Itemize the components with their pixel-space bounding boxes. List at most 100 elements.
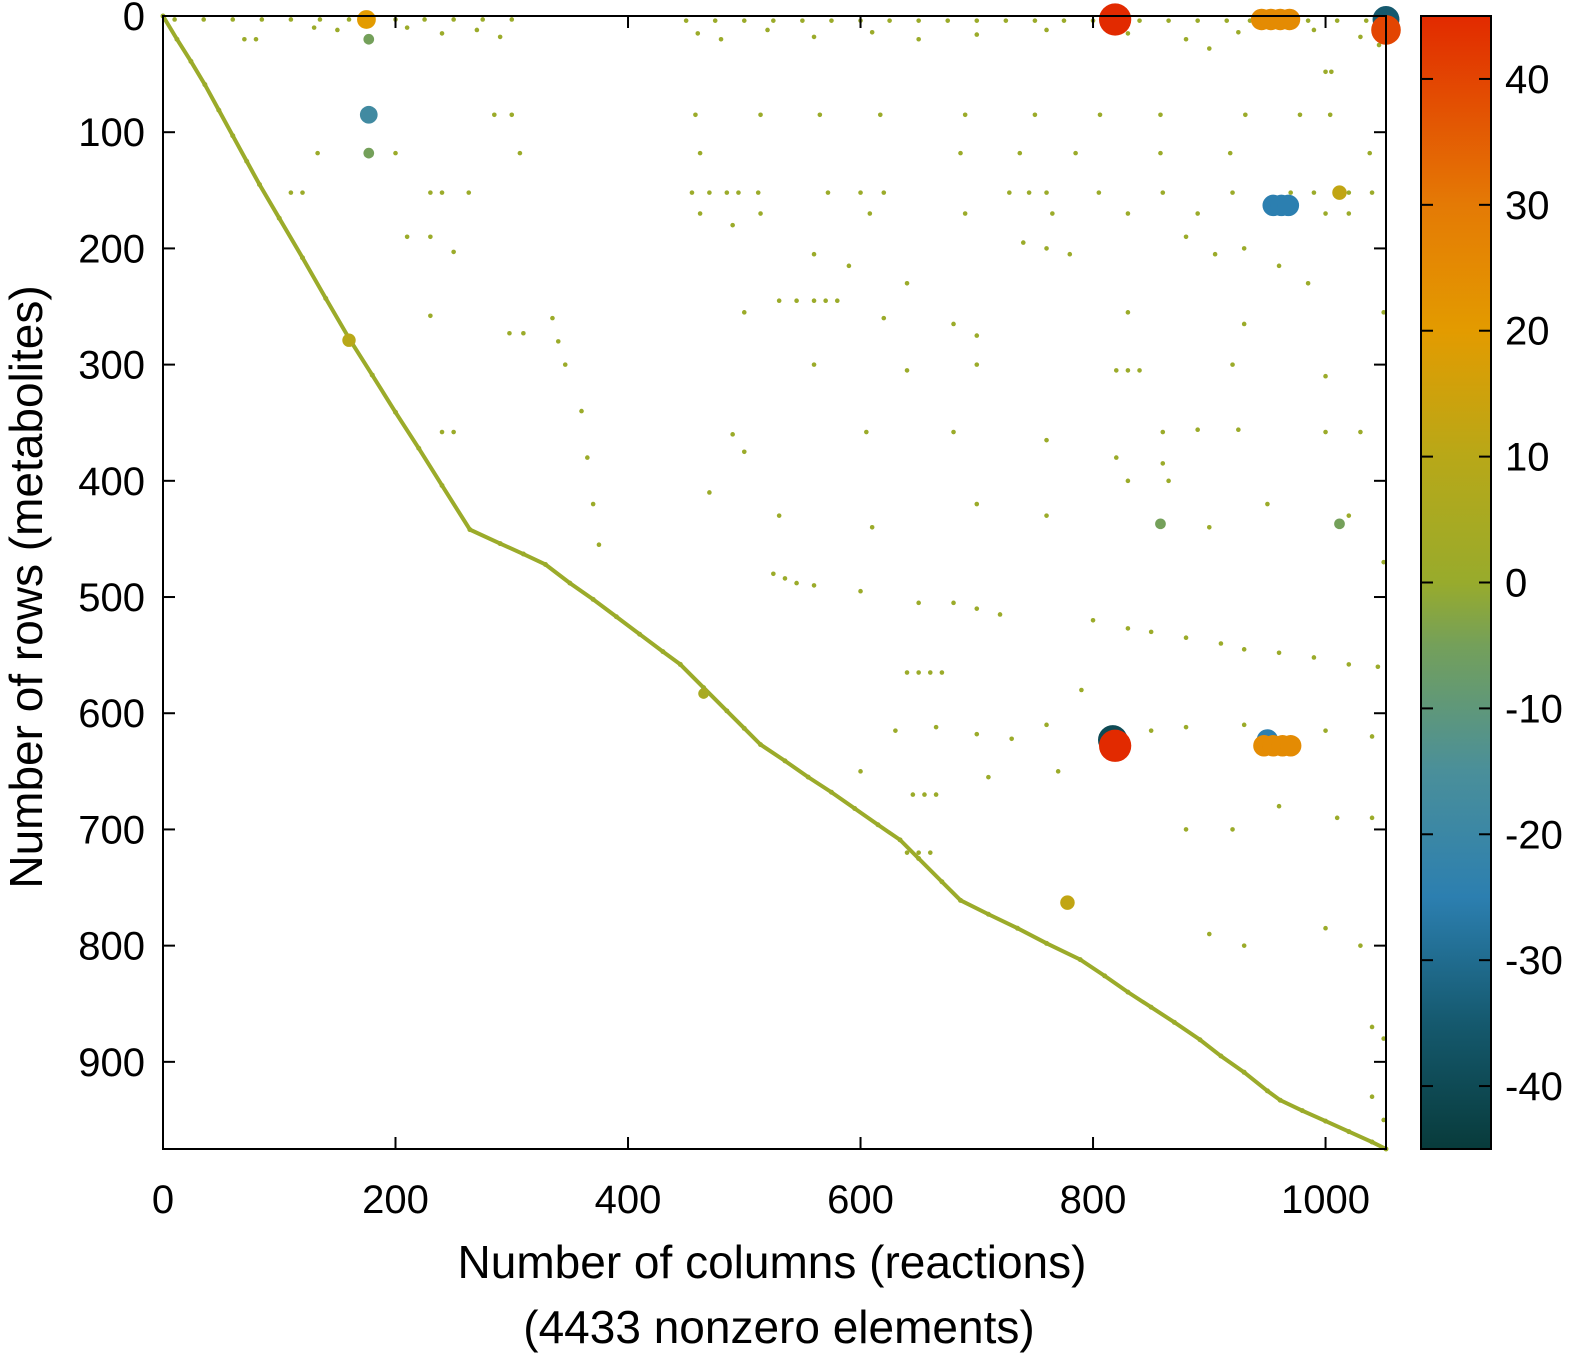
nonzero-point xyxy=(1044,246,1049,251)
nonzero-point xyxy=(916,850,921,855)
nonzero-point xyxy=(1323,728,1328,733)
y-tick-label: 200 xyxy=(78,227,145,271)
nonzero-point xyxy=(507,330,512,336)
nonzero-point xyxy=(1061,18,1067,23)
x-tick-label: 0 xyxy=(152,1178,174,1222)
nonzero-point xyxy=(811,298,817,304)
nonzero-point xyxy=(693,112,698,118)
y-tick-label: 900 xyxy=(78,1041,145,1085)
large-value-point xyxy=(357,10,376,29)
nonzero-point xyxy=(805,774,811,780)
nonzero-point xyxy=(422,17,427,22)
nonzero-point xyxy=(1346,211,1352,216)
nonzero-point xyxy=(1276,650,1282,656)
nonzero-point xyxy=(1090,617,1096,623)
colorbar-tick-label: 10 xyxy=(1505,436,1550,480)
y-tick-label: 800 xyxy=(78,925,145,969)
nonzero-point xyxy=(1264,1088,1270,1094)
nonzero-point xyxy=(1311,655,1317,660)
nonzero-point xyxy=(958,150,963,156)
nonzero-point xyxy=(869,525,875,530)
nonzero-point xyxy=(1376,42,1382,48)
x-tick-label: 1000 xyxy=(1281,1178,1370,1222)
nonzero-point xyxy=(1032,18,1038,23)
nonzero-point xyxy=(1166,478,1171,484)
large-value-point xyxy=(698,688,709,699)
nonzero-point xyxy=(718,36,724,42)
nonzero-point xyxy=(1044,437,1049,443)
nonzero-point xyxy=(765,27,770,33)
colorbar-tick-label: 40 xyxy=(1505,58,1550,102)
nonzero-point xyxy=(1218,641,1224,646)
nonzero-point xyxy=(974,501,980,507)
nonzero-point xyxy=(1288,190,1293,195)
nonzero-point xyxy=(1236,427,1241,432)
nonzero-point xyxy=(1183,827,1189,832)
nonzero-point xyxy=(567,580,573,586)
nonzero-point xyxy=(758,112,763,118)
nonzero-point xyxy=(867,211,873,216)
nonzero-point xyxy=(393,409,399,415)
nonzero-point xyxy=(335,27,340,33)
nonzero-point xyxy=(1017,150,1023,156)
nonzero-point xyxy=(875,822,881,828)
colorbar-tick-label: 20 xyxy=(1505,310,1550,354)
nonzero-point xyxy=(730,432,735,437)
nonzero-point xyxy=(695,31,701,36)
nonzero-point xyxy=(974,18,980,23)
large-value-point xyxy=(1155,518,1166,530)
nonzero-point xyxy=(660,649,666,655)
nonzero-point xyxy=(404,25,410,30)
nonzero-point xyxy=(1358,943,1363,948)
nonzero-point xyxy=(428,190,433,195)
nonzero-point xyxy=(1327,112,1333,118)
y-tick-label: 600 xyxy=(78,692,145,736)
x-tick-label: 200 xyxy=(362,1178,429,1222)
nonzero-point xyxy=(1299,1108,1305,1114)
nonzero-point xyxy=(951,321,956,327)
nonzero-point xyxy=(927,850,933,855)
nonzero-point xyxy=(1206,525,1212,530)
nonzero-point xyxy=(550,315,555,321)
nonzero-point xyxy=(986,774,991,780)
nonzero-point xyxy=(317,17,323,22)
large-value-point xyxy=(363,147,375,159)
nonzero-point xyxy=(1032,112,1038,118)
nonzero-point xyxy=(741,449,747,455)
nonzero-point xyxy=(834,298,840,304)
y-axis-label: Number of rows (metabolites) xyxy=(0,285,52,888)
colorbar-ticks: 40 30 20 10 0 -10 -20 -30 -40 xyxy=(1421,58,1563,1109)
nonzero-point xyxy=(1323,429,1328,435)
nonzero-point xyxy=(428,234,433,240)
nonzero-point xyxy=(1137,368,1142,373)
nonzero-point xyxy=(1137,18,1142,23)
nonzero-point xyxy=(1381,1036,1386,1041)
large-value-point xyxy=(1278,8,1301,31)
nonzero-point xyxy=(1363,18,1369,23)
nonzero-point xyxy=(811,583,817,588)
nonzero-point xyxy=(1311,190,1317,195)
nonzero-point xyxy=(474,27,480,33)
nonzero-point xyxy=(1227,150,1233,156)
nonzero-point xyxy=(288,17,294,22)
nonzero-point xyxy=(1369,1094,1375,1100)
nonzero-point xyxy=(509,17,515,22)
nonzero-point xyxy=(1125,368,1131,373)
nonzero-point xyxy=(1276,263,1282,269)
nonzero-point xyxy=(904,850,910,855)
x-axis: 0 200 400 600 800 1000 xyxy=(152,16,1370,1222)
nonzero-point xyxy=(590,596,596,602)
nonzero-point xyxy=(1311,27,1317,33)
nonzero-point xyxy=(828,789,834,795)
nonzero-point xyxy=(1367,150,1373,156)
nonzero-point xyxy=(202,82,208,88)
nonzero-point xyxy=(393,150,398,156)
y-axis: 0 100 200 300 400 500 600 700 800 900 xyxy=(78,0,1386,1085)
nonzero-point xyxy=(869,29,875,35)
nonzero-point xyxy=(1305,18,1311,23)
nonzero-point xyxy=(451,249,456,255)
y-tick-label: 500 xyxy=(78,576,145,620)
nonzero-point xyxy=(877,112,883,118)
nonzero-point xyxy=(1073,150,1078,156)
nonzero-point xyxy=(683,18,689,23)
